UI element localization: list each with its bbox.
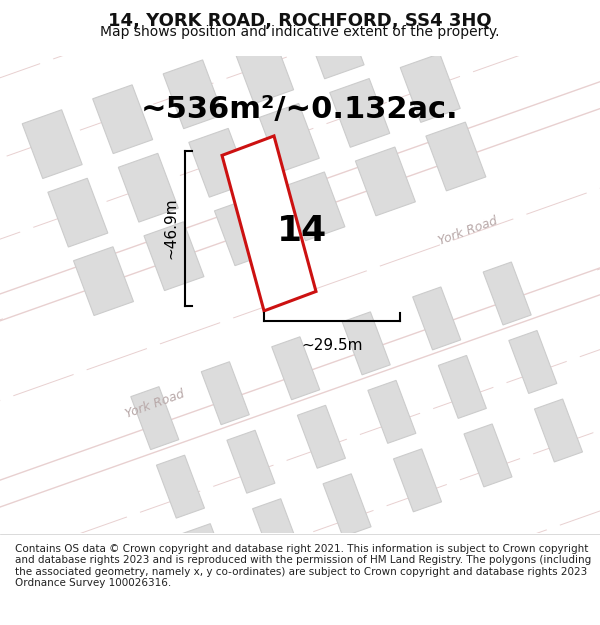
Polygon shape — [330, 79, 390, 148]
Polygon shape — [426, 122, 486, 191]
Polygon shape — [355, 147, 415, 216]
Text: ~536m²/~0.132ac.: ~536m²/~0.132ac. — [141, 95, 459, 124]
Polygon shape — [323, 474, 371, 537]
Polygon shape — [285, 172, 345, 241]
Polygon shape — [535, 399, 583, 462]
Polygon shape — [368, 381, 416, 443]
Polygon shape — [182, 524, 230, 587]
Polygon shape — [144, 222, 204, 291]
Polygon shape — [413, 287, 461, 350]
Text: York Road: York Road — [124, 388, 187, 421]
Polygon shape — [163, 60, 223, 129]
Polygon shape — [509, 331, 557, 394]
Text: ~46.9m: ~46.9m — [163, 198, 178, 259]
Text: Contains OS data © Crown copyright and database right 2021. This information is : Contains OS data © Crown copyright and d… — [15, 544, 591, 588]
Polygon shape — [92, 85, 152, 154]
Polygon shape — [214, 197, 274, 266]
Polygon shape — [233, 35, 293, 104]
Polygon shape — [157, 455, 205, 518]
Polygon shape — [400, 54, 460, 122]
Polygon shape — [272, 337, 320, 400]
Text: ~29.5m: ~29.5m — [301, 338, 363, 353]
Polygon shape — [189, 128, 249, 197]
Polygon shape — [342, 312, 390, 375]
Polygon shape — [201, 362, 249, 424]
Polygon shape — [439, 356, 487, 418]
Polygon shape — [464, 424, 512, 487]
Polygon shape — [227, 430, 275, 493]
Polygon shape — [253, 499, 301, 562]
Polygon shape — [483, 262, 531, 325]
Polygon shape — [118, 153, 178, 222]
Polygon shape — [22, 110, 82, 179]
Polygon shape — [394, 449, 442, 512]
Polygon shape — [131, 387, 179, 449]
Polygon shape — [48, 178, 108, 247]
Polygon shape — [304, 10, 364, 79]
Polygon shape — [73, 247, 133, 316]
Text: York Road: York Road — [437, 214, 499, 248]
Text: Map shows position and indicative extent of the property.: Map shows position and indicative extent… — [100, 26, 500, 39]
Text: 14, YORK ROAD, ROCHFORD, SS4 3HQ: 14, YORK ROAD, ROCHFORD, SS4 3HQ — [108, 12, 492, 31]
Polygon shape — [259, 104, 319, 172]
Text: 14: 14 — [277, 214, 327, 248]
Polygon shape — [374, 0, 434, 54]
Polygon shape — [222, 136, 316, 311]
Polygon shape — [298, 405, 346, 468]
